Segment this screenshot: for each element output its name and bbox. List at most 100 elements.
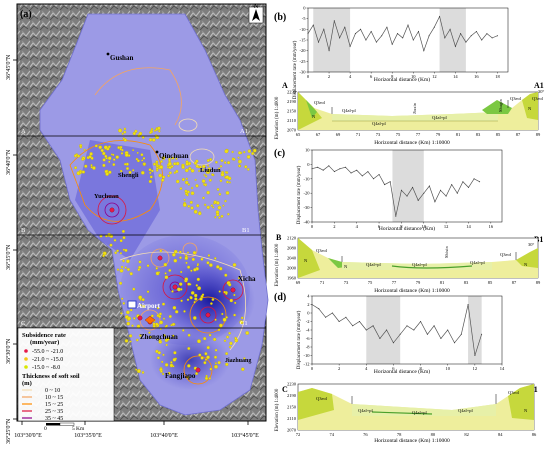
subsidence-point: [245, 331, 250, 335]
subsidence-point-max: [172, 284, 178, 290]
section-y-tick-label: 2000: [287, 266, 297, 271]
subsidence-point: [175, 157, 178, 160]
subsidence-point: [187, 347, 191, 351]
subsidence-point: [113, 239, 117, 242]
subsidence-point: [166, 337, 170, 341]
section-x-tick-label: 76: [363, 432, 368, 437]
data-point: [375, 41, 377, 43]
subsidence-point: [237, 159, 242, 164]
panel-c: (c) Displacement rate (mm/year) Horizont…: [274, 148, 543, 295]
subsidence-point: [196, 204, 200, 208]
subsidence-point: [204, 358, 208, 361]
subsidence-point: [141, 298, 145, 302]
label-gushan: Gushan: [110, 54, 133, 62]
subsidence-point: [225, 175, 230, 180]
depression-south: [150, 330, 230, 390]
x-tick-label: 14: [466, 224, 471, 229]
section-x-tick-label: 75: [368, 280, 373, 285]
subsidence-point: [215, 161, 218, 164]
data-point: [449, 28, 451, 30]
label-yuchuan: Yuchuan: [94, 193, 119, 200]
subsidence-point: [175, 179, 180, 184]
subsidence-point: [173, 249, 178, 254]
data-point: [352, 325, 354, 327]
subsidence-point: [163, 334, 166, 337]
subsidence-point: [164, 363, 169, 367]
subsidence-point: [129, 308, 133, 312]
subsidence-point: [158, 173, 163, 178]
section-a-geology: [297, 91, 539, 131]
data-point: [440, 338, 442, 339]
data-point: [345, 316, 347, 318]
subsidence-point: [253, 148, 257, 153]
subsidence-point: [214, 364, 218, 369]
section-b-labels: N Q3eol N Q4al+pl Q4al+pl Q4al+pl Shixin…: [304, 242, 535, 269]
section-x-tick-label: 85: [496, 132, 501, 137]
subsidence-point: [155, 128, 158, 131]
letter-a: A: [21, 128, 26, 135]
data-point: [378, 174, 380, 175]
y-tick-label: -15: [300, 38, 307, 43]
section-x-tick-label: 83: [476, 132, 481, 137]
sa-label-8: N: [528, 106, 532, 111]
subsidence-point: [200, 295, 204, 299]
x-tick-label: 0: [311, 366, 314, 371]
subsidence-point: [195, 372, 199, 376]
x-tick-label: 18: [495, 74, 500, 79]
label-jiazhuang: Jiazhuang: [225, 358, 251, 364]
sb-label-8: N: [524, 262, 528, 267]
subsidence-point: [224, 171, 227, 174]
section-x-tick-label: 77: [392, 280, 397, 285]
subsidence-point: [227, 212, 230, 216]
subsidence-point: [88, 155, 92, 159]
subsidence-point: [168, 315, 172, 319]
section-y-tick-label: 2120: [287, 236, 297, 241]
scale-end: 5: [72, 426, 75, 432]
x-tick-label: 12: [444, 224, 449, 229]
subsidence-point: [191, 186, 194, 190]
panel-b-xlabel: Horizontal distance (Km): [374, 76, 430, 83]
legend-title: Subsidence rate: [22, 332, 66, 339]
subsidence-point: [127, 316, 132, 321]
subsidence-point: [139, 334, 142, 337]
subsidence-point: [200, 257, 204, 261]
section-x-tick-label: 87: [516, 132, 521, 137]
subsidence-point: [216, 265, 220, 269]
lat-label-4: 36°25'0"N: [5, 418, 12, 444]
section-a-axes: 65 67 69 71 73 75 77 79 81 83 85 87 89 2230 2190 2150 21…: [287, 90, 541, 138]
x-tick-label: 4: [356, 224, 359, 229]
data-point: [333, 20, 335, 22]
subsidence-point: [223, 161, 227, 164]
subsidence-point: [181, 165, 185, 169]
subsidence-point: [155, 162, 158, 165]
x-tick-label: 8: [400, 224, 403, 229]
data-point: [389, 181, 391, 183]
subsidence-point: [204, 376, 209, 380]
shaded-band: [439, 8, 466, 72]
letter-b: B: [21, 227, 26, 234]
subsidence-point: [209, 158, 213, 162]
subsidence-point: [225, 292, 228, 295]
letter-c1: C1: [240, 320, 248, 327]
subsidence-point: [194, 178, 197, 181]
data-point: [360, 28, 362, 30]
subsidence-point: [162, 353, 165, 356]
subsidence-point: [179, 256, 182, 260]
subsidence-point: [126, 321, 131, 326]
data-point: [465, 41, 467, 43]
legend-unit: (mm/year): [30, 339, 59, 346]
subsidence-point: [207, 254, 211, 257]
data-point: [338, 321, 340, 322]
section-y-tick-label: 2230: [287, 382, 297, 387]
subsidence-point: [198, 170, 201, 173]
data-point: [420, 321, 422, 322]
data-point: [475, 31, 477, 32]
legend-soil-5: 35 ~ 45: [45, 416, 63, 422]
x-tick-label: 14: [453, 74, 458, 79]
subsidence-point: [187, 364, 191, 368]
subsidence-point: [227, 161, 231, 165]
scale-zero: 0: [44, 426, 47, 432]
subsidence-point: [138, 295, 143, 300]
y-tick-label: -20: [300, 48, 307, 53]
subsidence-point: [222, 317, 227, 322]
